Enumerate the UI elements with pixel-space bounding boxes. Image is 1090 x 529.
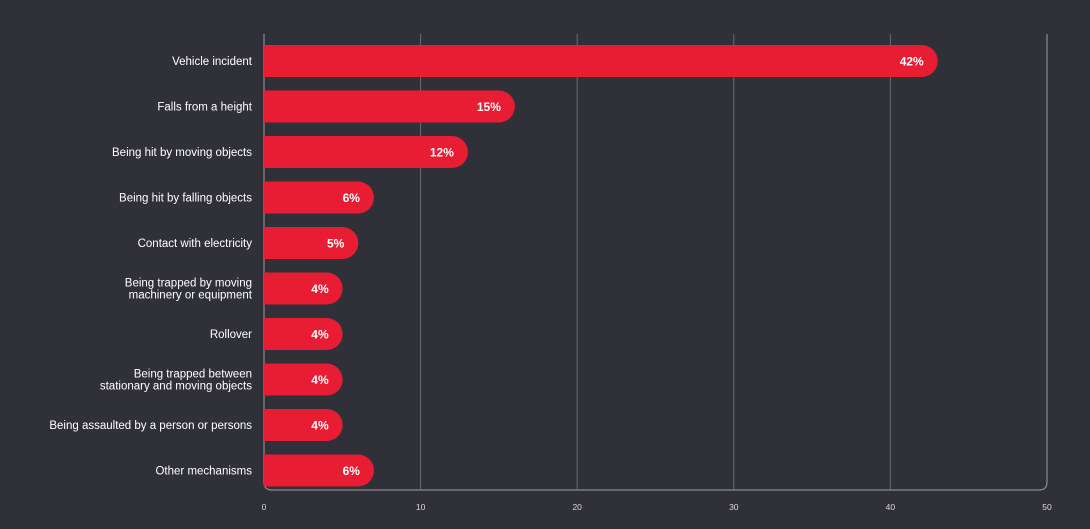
bar xyxy=(264,181,374,214)
bar-base xyxy=(264,181,280,214)
category-label: Being trapped by moving xyxy=(125,278,252,290)
category-label: Contact with electricity xyxy=(138,238,253,250)
bar-base xyxy=(264,363,280,396)
bar-base xyxy=(264,45,280,77)
bar xyxy=(264,409,343,441)
category-label: stationary and moving objects xyxy=(100,381,252,393)
bar-base xyxy=(264,454,280,487)
data-label: 4% xyxy=(311,328,329,342)
category-label: Being assaulted by a person or persons xyxy=(49,420,252,432)
bar xyxy=(264,272,343,305)
category-label: Vehicle incident xyxy=(172,56,253,68)
data-label: 4% xyxy=(311,419,329,433)
bar xyxy=(264,45,938,77)
bar-base xyxy=(264,409,280,441)
bar xyxy=(264,363,343,396)
bar-base xyxy=(264,227,280,259)
category-label: Being hit by moving objects xyxy=(112,147,252,159)
bar xyxy=(264,136,468,168)
data-label: 5% xyxy=(327,237,345,251)
bar-base xyxy=(264,272,280,305)
bar xyxy=(264,454,374,487)
data-label: 42% xyxy=(900,55,924,69)
data-label: 15% xyxy=(477,100,501,114)
bar xyxy=(264,227,359,259)
x-tick-label: 40 xyxy=(886,502,896,512)
category-label: Falls from a height xyxy=(157,102,252,114)
category-label: Other mechanisms xyxy=(155,466,252,478)
bar xyxy=(264,90,515,123)
data-label: 12% xyxy=(430,146,454,160)
x-tick-label: 30 xyxy=(729,502,739,512)
x-tick-label: 0 xyxy=(262,502,267,512)
category-label: Rollover xyxy=(210,329,252,341)
data-label: 6% xyxy=(343,191,361,205)
x-tick-label: 10 xyxy=(416,502,426,512)
bar-base xyxy=(264,136,280,168)
data-label: 4% xyxy=(311,282,329,296)
data-label: 4% xyxy=(311,373,329,387)
category-label: machinery or equipment xyxy=(129,290,253,302)
data-label: 6% xyxy=(343,464,361,478)
bar xyxy=(264,318,343,350)
category-label: Being trapped between xyxy=(134,369,252,381)
x-tick-label: 50 xyxy=(1042,502,1052,512)
bar-base xyxy=(264,90,280,123)
x-tick-label: 20 xyxy=(572,502,582,512)
category-label: Being hit by falling objects xyxy=(119,193,252,205)
bar-base xyxy=(264,318,280,350)
